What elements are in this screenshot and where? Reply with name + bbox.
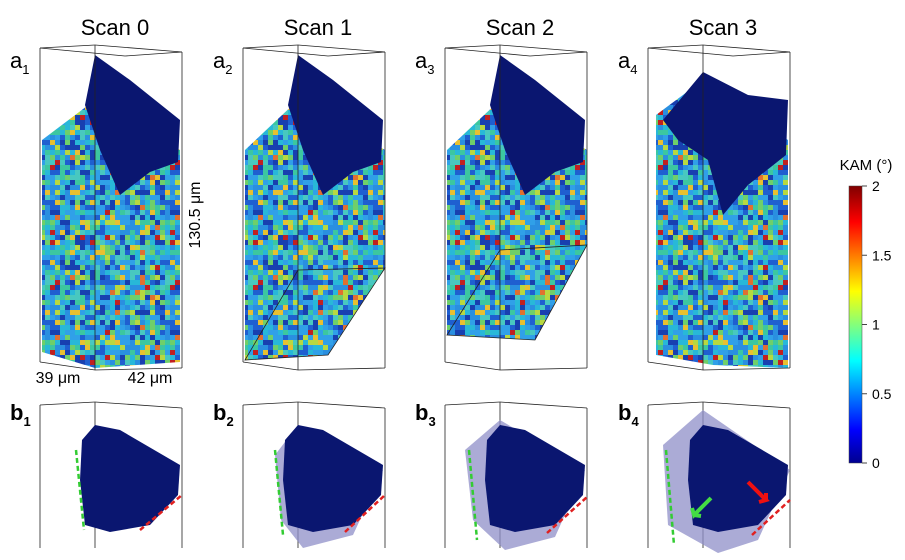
box-edge [242,44,299,49]
box-edge [647,47,734,57]
colorbar-tick-label: 1 [872,317,880,333]
box-edge [702,401,791,409]
box-edge [297,401,386,409]
scan-title: Scan 1 [284,15,353,40]
box-edge [702,367,791,371]
box-edge [94,401,183,409]
box-edge [444,401,501,406]
panel-subscript: 2 [226,414,233,429]
box-edge [297,44,386,53]
box-edge [444,361,501,371]
panel-letter: a [10,48,23,73]
cut-plane [446,244,588,341]
box-edge [242,47,329,57]
grain [688,425,788,532]
box-edge [444,44,501,49]
arrow [690,496,713,519]
panel-label: b3 [415,400,436,429]
panel-label: a4 [618,48,637,77]
box-edge [647,361,704,371]
panel-letter: b [618,400,631,425]
boundary-marker [139,494,183,531]
box-edge [242,361,299,371]
grain [283,425,383,532]
depth-label: 39 μm [36,370,81,387]
box-edge [499,401,588,409]
panel-letter: a [213,48,226,73]
grain [485,425,585,532]
grain [80,425,180,532]
panel-subscript: 3 [427,62,434,77]
box-edge [39,361,96,371]
boundary-marker [467,449,479,541]
panel-subscript: 1 [23,414,30,429]
panel-label: b2 [213,400,234,429]
width-label: 42 μm [128,370,173,387]
colorbar-tick-label: 0.5 [872,386,892,402]
panel-subscript: 1 [22,62,29,77]
boundary-marker [344,494,386,533]
box-edge [702,44,791,53]
panel-label: b1 [10,400,31,429]
colorbar [848,185,863,464]
panel-letter: b [415,400,428,425]
box-edge [39,401,96,406]
panel-letter: a [618,48,631,73]
panel-letter: b [10,400,23,425]
box-edge [647,401,704,406]
box-edge [297,367,386,371]
panel-letter: a [415,48,428,73]
panel-subscript: 2 [225,62,232,77]
scan-title: Scan 0 [81,15,150,40]
box-edge [39,44,96,49]
boundary-marker [273,449,285,536]
box-edge [647,44,704,49]
panel-subscript: 4 [630,62,637,77]
cut-plane [244,267,386,361]
boundary-marker [751,499,791,536]
height-label: 130.5 μm [187,181,204,248]
panel-subscript: 4 [631,414,639,429]
box-edge [242,401,299,406]
panel-label: a2 [213,48,232,77]
panel-label: a3 [415,48,434,77]
boundary-marker [74,449,86,531]
box-edge [732,51,791,57]
scan-title: Scan 2 [486,15,555,40]
panel-label: a1 [10,48,29,77]
box-edge [39,47,126,57]
box-edge [94,44,183,53]
panel-letter: b [213,400,226,425]
colorbar-tick-label: 2 [872,178,880,194]
grain [85,55,180,195]
box-edge [124,51,183,57]
box-edge [327,51,386,57]
box-edge [444,47,531,57]
colorbar-tick-label: 0 [872,455,880,471]
colorbar-tick-label: 1.5 [872,247,892,263]
scan-title: Scan 3 [689,15,758,40]
grain [288,55,383,195]
box-edge [529,51,588,57]
grain [663,72,788,215]
box-edge [94,367,183,371]
panel-label: b4 [618,400,639,429]
grain [490,55,585,195]
panel-subscript: 3 [428,414,435,429]
arrow [746,480,770,504]
box-edge [499,44,588,53]
boundary-marker [546,496,588,534]
box-edge [499,367,588,371]
colorbar-title: KAM (°) [840,157,893,174]
